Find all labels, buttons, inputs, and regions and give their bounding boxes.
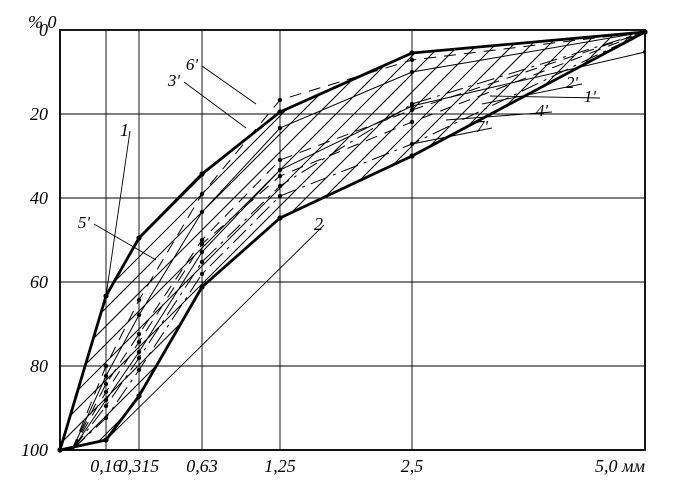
y-tick-label: 40 (30, 188, 48, 208)
curve-marker (410, 70, 414, 74)
x-axis-label: 5,0 мм (595, 456, 645, 476)
curve-marker (278, 194, 282, 198)
boundary-marker (409, 153, 414, 158)
boundary-marker (409, 50, 414, 55)
x-tick-label: 0,16 (90, 456, 122, 476)
chart-bg (0, 0, 682, 500)
boundary-marker (57, 447, 62, 452)
boundary-marker (277, 109, 282, 114)
curve-marker (278, 98, 282, 102)
curve-marker (137, 298, 141, 302)
x-tick-label: 1,25 (264, 456, 296, 476)
x-tick-label: 0,63 (186, 456, 218, 476)
curve-marker (104, 364, 108, 368)
curve-marker (200, 210, 204, 214)
curve-marker (200, 272, 204, 276)
y-tick-label: 20 (30, 104, 48, 124)
curve-marker (410, 108, 414, 112)
x-tick-label: 2,5 (401, 456, 424, 476)
curve-marker (137, 350, 141, 354)
curve-marker (104, 374, 108, 378)
curve-marker (410, 58, 414, 62)
curve-label-7p: 7' (476, 117, 489, 136)
boundary-marker (136, 235, 141, 240)
curve-marker (104, 404, 108, 408)
curve-marker (278, 174, 282, 178)
curve-marker (104, 398, 108, 402)
curve-marker (278, 168, 282, 172)
curve-marker (200, 260, 204, 264)
curve-marker (200, 192, 204, 196)
curve-marker (410, 102, 414, 106)
curve-label-2p: 2' (566, 73, 579, 92)
curve-label-6p: 6' (186, 55, 199, 74)
curve-marker (104, 390, 108, 394)
curve-marker (137, 332, 141, 336)
curve-marker (137, 356, 141, 360)
curve-marker (137, 368, 141, 372)
boundary-marker (199, 171, 204, 176)
curve-label-1p: 1' (584, 87, 597, 106)
curve-marker (278, 126, 282, 130)
curve-marker (410, 120, 414, 124)
curve-marker (200, 242, 204, 246)
boundary-label-1: 1 (120, 120, 129, 140)
x-tick-label: 0,315 (119, 456, 160, 476)
curve-label-3p: 3' (167, 71, 181, 90)
curve-label-5p: 5' (78, 213, 91, 232)
curve-label-4p: 4' (536, 101, 549, 120)
curve-marker (137, 340, 141, 344)
curve-marker (200, 250, 204, 254)
y-tick-label: 80 (30, 356, 48, 376)
y-axis-label: % 0 (28, 12, 57, 32)
curve-marker (137, 313, 141, 317)
curve-marker (278, 184, 282, 188)
curve-marker (200, 238, 204, 242)
boundary-label-2: 2 (314, 214, 323, 234)
boundary-marker (199, 284, 204, 289)
y-tick-label: 100 (21, 440, 48, 460)
curve-marker (104, 416, 108, 420)
curve-marker (278, 158, 282, 162)
y-tick-label: 60 (30, 272, 48, 292)
curve-marker (104, 382, 108, 386)
boundary-marker (277, 215, 282, 220)
boundary-marker (136, 393, 141, 398)
